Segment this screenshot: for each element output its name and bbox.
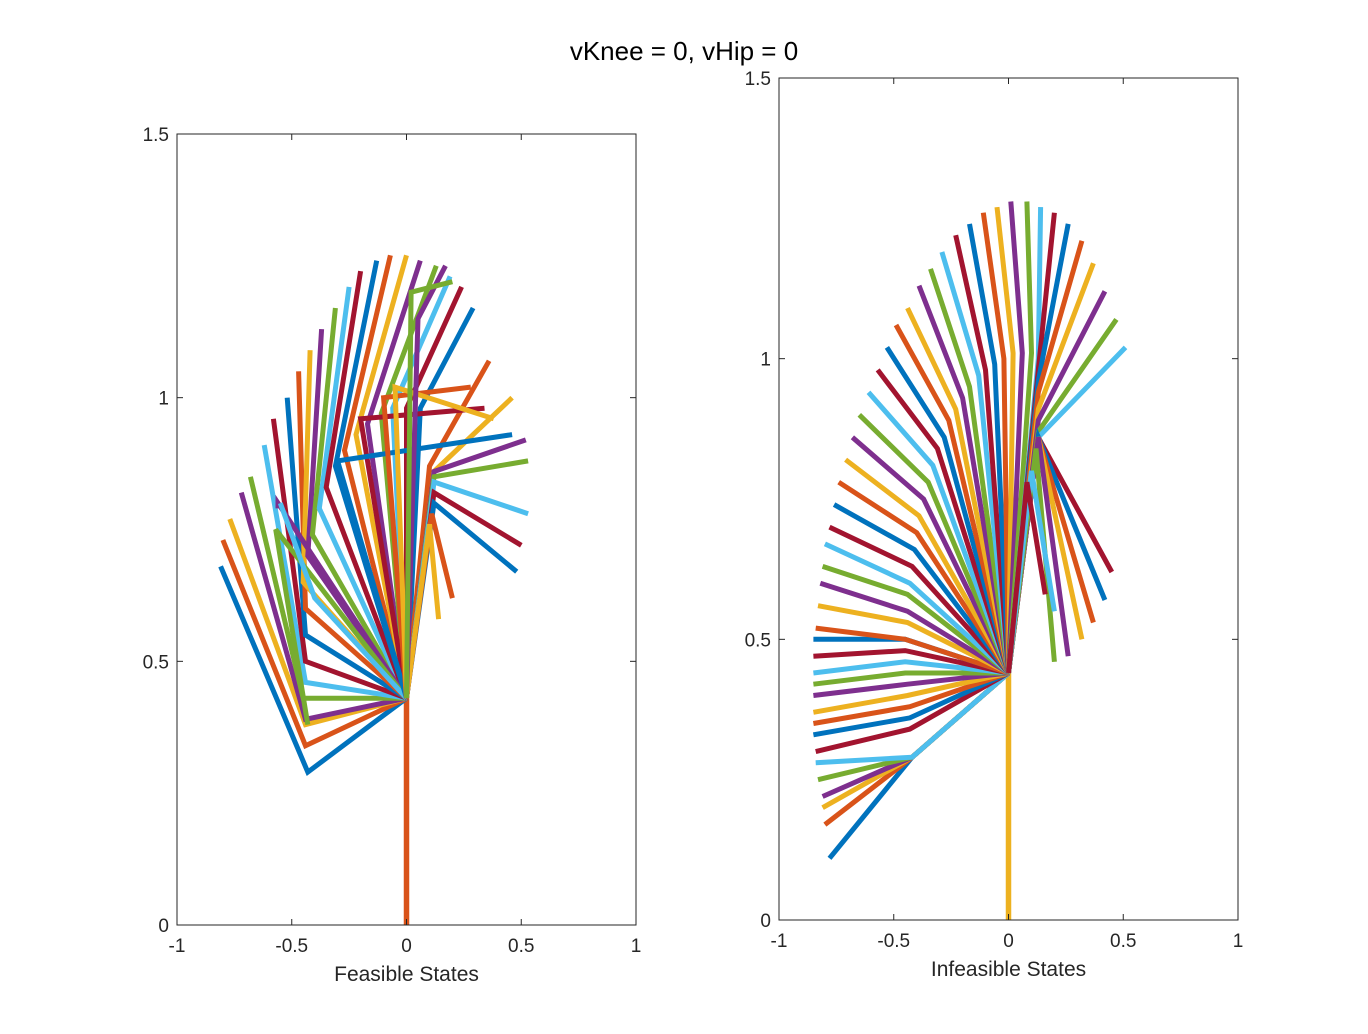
right-x-tick-label: 1 <box>1233 931 1244 952</box>
right-leg-segment-line <box>812 670 1010 738</box>
right-leg-segment-line <box>819 580 1010 676</box>
right-leg-segment-line <box>821 564 1011 675</box>
left-leg-segment-line <box>323 270 409 700</box>
left-leg-segment-line <box>273 527 409 726</box>
left-leg-segment-line <box>296 371 409 701</box>
right-leg-segment-line <box>967 223 1011 674</box>
right-leg-segment-line <box>953 234 1011 674</box>
right-leg-segment-line <box>812 670 1010 715</box>
left-leg-segment-line <box>357 405 485 699</box>
left-leg-segment-line <box>341 254 409 699</box>
right-leg-segment-line <box>827 671 1011 860</box>
right-leg-segment-line <box>850 435 1011 675</box>
right-y-tick-label: 0.5 <box>745 630 771 651</box>
left-y-tick-label: 0 <box>158 916 169 937</box>
left-leg-segment-line <box>309 307 409 700</box>
right-leg-segment-line <box>813 670 1009 698</box>
right-leg-segment-line <box>893 323 1011 674</box>
right-y-tick-label: 1 <box>760 350 771 371</box>
right-leg-segment-line <box>813 659 1009 676</box>
right-leg-segment-line <box>1006 481 1048 674</box>
right-leg-segment-line <box>815 625 1010 676</box>
right-leg-segment-line <box>980 212 1011 674</box>
right-axes-infeasible-states: -1 -0.5 0 0.5 1 0 0.5 1 1.5 Infeasible States <box>745 69 1244 981</box>
right-leg-segment-line <box>916 284 1011 674</box>
left-leg-segment-line <box>316 286 409 700</box>
right-leg-segment-line <box>844 457 1011 675</box>
left-leg-segment-line <box>380 384 472 699</box>
right-leg-segment-line <box>832 502 1011 675</box>
left-x-tick-label: 0.5 <box>508 936 534 957</box>
left-leg-segment-line <box>218 565 408 777</box>
left-leg-segment-line <box>392 383 495 699</box>
left-x-tick-label: 1 <box>631 936 642 957</box>
right-leg-segment-line <box>815 671 1011 766</box>
right-leg-segment-line <box>905 307 1011 674</box>
right-y-tick-label: 0 <box>760 911 771 932</box>
right-x-tick-label: 0.5 <box>1110 931 1136 952</box>
left-y-tick-label: 1.5 <box>143 125 169 146</box>
right-leg-segment-line <box>817 603 1010 676</box>
left-leg-segment-line <box>275 494 409 700</box>
left-x-tick-label: 0 <box>401 936 412 957</box>
left-axes-feasible-states: -1 -0.5 0 0.5 1 0 0.5 1 1.5 Feasible States <box>143 125 642 986</box>
right-leg-segment-line <box>813 648 1010 676</box>
right-leg-segment-line <box>994 206 1016 674</box>
left-leg-segment-line <box>277 502 409 700</box>
left-y-tick-label: 1 <box>158 389 169 410</box>
right-leg-segment-line <box>875 368 1011 674</box>
left-leg-segment-line <box>220 539 408 750</box>
right-leg-segment-line <box>1006 201 1025 674</box>
left-leg-segment-line <box>334 432 513 699</box>
left-leg-segment-line <box>261 444 407 701</box>
figure-title: vKnee = 0, vHip = 0 <box>569 36 799 66</box>
right-leg-segment-line <box>884 346 1011 674</box>
right-leg-segment-line <box>812 670 1010 726</box>
right-leg-segment-line <box>828 524 1011 675</box>
left-x-tick-label: -0.5 <box>275 936 308 957</box>
left-leg-segment-line <box>284 397 408 701</box>
left-x-tick-label: -1 <box>169 936 186 957</box>
right-leg-segment-line <box>815 670 1010 755</box>
left-leg-segment-line <box>404 523 442 699</box>
right-x-axis-label: Infeasible States <box>931 958 1086 981</box>
right-leg-segment-line <box>857 413 1011 674</box>
left-leg-segment-line <box>270 418 408 701</box>
right-x-tick-label: -0.5 <box>877 931 910 952</box>
right-leg-segment-line <box>928 268 1011 674</box>
right-x-tick-label: 0 <box>1003 931 1014 952</box>
left-y-tick-label: 0.5 <box>143 652 169 673</box>
right-leg-segment-line <box>823 541 1011 675</box>
right-leg-segment-line <box>837 480 1011 675</box>
right-leg-segment-line <box>866 390 1011 674</box>
left-leg-segment-line <box>404 279 454 699</box>
left-x-axis-label: Feasible States <box>334 963 479 986</box>
right-y-tick-label: 1.5 <box>745 69 771 90</box>
right-x-tick-label: -1 <box>771 931 788 952</box>
right-leg-segment-line <box>813 670 1009 687</box>
